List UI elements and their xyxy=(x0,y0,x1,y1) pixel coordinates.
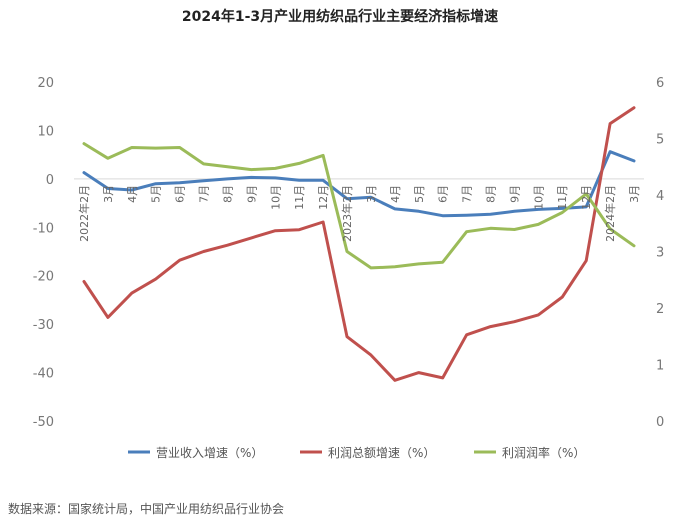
right-axis-tick-label: 6 xyxy=(656,76,664,91)
legend-label-3: 利润润率（%） xyxy=(502,445,585,460)
x-tick-label: 2023年2月 xyxy=(340,185,354,242)
legend-label-1: 营业收入增速（%） xyxy=(156,446,263,460)
x-tick-label: 4月 xyxy=(126,185,139,203)
x-tick-label: 5月 xyxy=(150,185,163,203)
right-axis-tick-label: 4 xyxy=(656,189,664,204)
x-tick-label: 4月 xyxy=(389,185,402,203)
x-tick-label: 3月 xyxy=(365,185,378,203)
x-tick-label: 6月 xyxy=(437,185,450,203)
x-tick-label: 3月 xyxy=(102,185,115,203)
x-tick-label: 3月 xyxy=(628,185,641,203)
series-line-2 xyxy=(82,106,636,382)
left-axis-tick-label: 10 xyxy=(37,124,54,139)
x-tick-label: 12月 xyxy=(580,185,593,210)
right-axis-tick-label: 2 xyxy=(656,302,664,317)
legend-label-2: 利润总额增速（%） xyxy=(328,446,435,460)
right-axis-tick-label: 3 xyxy=(656,246,664,261)
right-axis-tick-label: 5 xyxy=(656,133,664,148)
x-tick-label: 7月 xyxy=(198,185,211,203)
x-tick-label: 11月 xyxy=(556,185,569,210)
x-tick-label: 10月 xyxy=(532,185,545,210)
left-axis-tick-label: -10 xyxy=(33,221,54,236)
x-tick-label: 12月 xyxy=(317,185,330,210)
chart-title: 2024年1-3月产业用纺织品行业主要经济指标增速 xyxy=(181,9,499,25)
left-axis-tick-label: -40 xyxy=(33,367,54,382)
x-tick-label: 2022年2月 xyxy=(77,185,91,242)
x-tick-label: 7月 xyxy=(461,185,474,203)
left-axis-tick-label: -50 xyxy=(33,415,54,430)
source-note: 数据来源：国家统计局，中国产业用纺织品行业协会 xyxy=(8,502,285,516)
left-axis-tick-label: -20 xyxy=(33,270,54,285)
x-tick-label: 6月 xyxy=(174,185,187,203)
left-axis-tick-label: 0 xyxy=(46,173,54,188)
right-axis-tick-label: 1 xyxy=(656,359,664,374)
x-tick-label: 11月 xyxy=(293,185,306,210)
series-line-1 xyxy=(82,150,636,218)
x-tick-label: 5月 xyxy=(413,185,426,203)
left-axis-tick-label: 20 xyxy=(37,76,54,91)
x-tick-label: 8月 xyxy=(221,185,234,203)
series-line-3 xyxy=(82,142,636,270)
x-tick-label: 2024年2月 xyxy=(603,185,617,242)
right-axis-tick-label: 0 xyxy=(656,415,664,430)
x-tick-label: 9月 xyxy=(508,185,521,203)
x-tick-label: 10月 xyxy=(269,185,282,210)
x-tick-label: 8月 xyxy=(485,185,498,203)
left-axis-tick-label: -30 xyxy=(33,318,54,333)
x-tick-label: 9月 xyxy=(245,185,258,203)
